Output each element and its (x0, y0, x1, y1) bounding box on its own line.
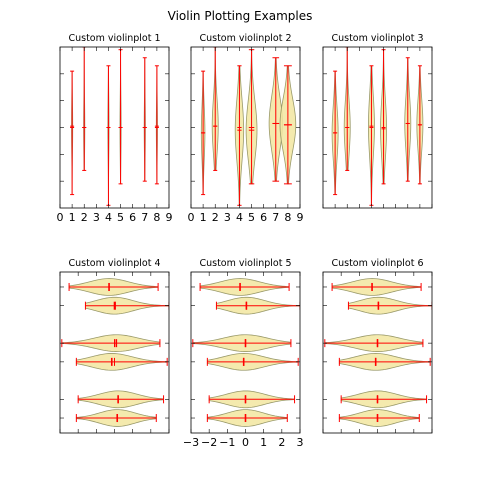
violin (368, 65, 375, 206)
violin (192, 334, 292, 352)
x-tick-label: −3 (183, 436, 199, 449)
violin (245, 49, 258, 185)
violin (75, 353, 168, 371)
plot-area (61, 278, 169, 427)
axes-frame (59, 271, 170, 434)
chart-title: Custom violinplot 2 (199, 33, 291, 44)
x-tick-label: 1 (69, 211, 76, 224)
x-tick-label: 2 (81, 211, 88, 224)
x-tick-label: 1 (260, 436, 267, 449)
violin (154, 65, 159, 185)
plot-area (200, 47, 297, 206)
x-tick-label: 4 (236, 211, 243, 224)
violin (331, 70, 339, 196)
violin (340, 390, 428, 409)
violin (324, 334, 424, 352)
violin (106, 65, 111, 206)
x-tick-label: 5 (117, 211, 124, 224)
axes-frame (59, 46, 170, 209)
chart-panel-3: Custom violinplot 3 (322, 33, 433, 209)
violin (142, 57, 147, 182)
x-tick-label: 5 (248, 211, 255, 224)
chart-panel-1: Custom violinplot 1 0 1 2 3 4 5 6 7 8 9 (57, 33, 173, 224)
violin (331, 278, 422, 296)
x-tick-label: 0 (57, 211, 64, 224)
violin (61, 334, 161, 352)
violin (380, 49, 387, 185)
violin (199, 278, 290, 296)
x-tick-label: 7 (141, 211, 148, 224)
chart-title: Custom violinplot 6 (331, 258, 423, 269)
x-tick-label: 3 (93, 211, 100, 224)
violin (77, 390, 165, 409)
violin (70, 70, 75, 196)
x-tick-label: 0 (188, 211, 195, 224)
violin (118, 49, 123, 185)
violin (279, 65, 297, 185)
x-tick-label: 1 (200, 211, 207, 224)
plot-area (331, 47, 424, 206)
x-tick-label: 8 (153, 211, 160, 224)
x-tick-label: 8 (284, 211, 291, 224)
x-tick-label: −2 (201, 436, 217, 449)
violin (234, 65, 245, 206)
x-tick-label: 6 (260, 211, 267, 224)
x-tick-label: 2 (212, 211, 219, 224)
x-tick-label: 9 (297, 211, 304, 224)
violin (404, 57, 412, 182)
x-tick-label: −1 (219, 436, 235, 449)
x-tick-label: 3 (224, 211, 231, 224)
violin (84, 296, 169, 315)
x-tick-label: 6 (129, 211, 136, 224)
violin (68, 278, 159, 296)
x-tick-label: 4 (105, 211, 112, 224)
violin (206, 409, 288, 427)
violin (338, 409, 420, 427)
violin (343, 47, 351, 171)
figure-title: Violin Plotting Examples (168, 9, 313, 23)
axes-frame (322, 271, 433, 434)
plot-area (70, 47, 159, 206)
chart-title: Custom violinplot 1 (68, 33, 160, 44)
chart-title: Custom violinplot 3 (331, 33, 423, 44)
violin (75, 409, 157, 427)
chart-panel-6: Custom violinplot 6 (322, 258, 433, 434)
chart-panel-5: Custom violinplot 5 −3 −2 −1 0 1 2 3 (183, 258, 304, 449)
chart-title: Custom violinplot 5 (199, 258, 291, 269)
x-tick-label: 7 (272, 211, 279, 224)
violin (338, 353, 431, 371)
violin (211, 47, 219, 171)
violin (347, 296, 432, 315)
axes-frame (322, 46, 433, 209)
violin (200, 70, 206, 196)
x-tick-label: 0 (242, 436, 249, 449)
x-tick-label: 3 (297, 436, 304, 449)
violin (206, 353, 299, 371)
violin (416, 65, 424, 185)
plot-area (324, 278, 432, 427)
chart-title: Custom violinplot 4 (68, 258, 160, 269)
violin (215, 296, 300, 315)
chart-panel-4: Custom violinplot 4 (59, 258, 170, 434)
x-tick-label: 9 (166, 211, 173, 224)
plot-area (192, 278, 300, 427)
x-tick-label: 2 (278, 436, 285, 449)
violin (208, 390, 296, 409)
violin (82, 47, 87, 171)
chart-panel-2: Custom violinplot 2 0 1 2 3 4 5 6 7 8 9 (188, 33, 304, 224)
axes-frame (190, 271, 301, 434)
